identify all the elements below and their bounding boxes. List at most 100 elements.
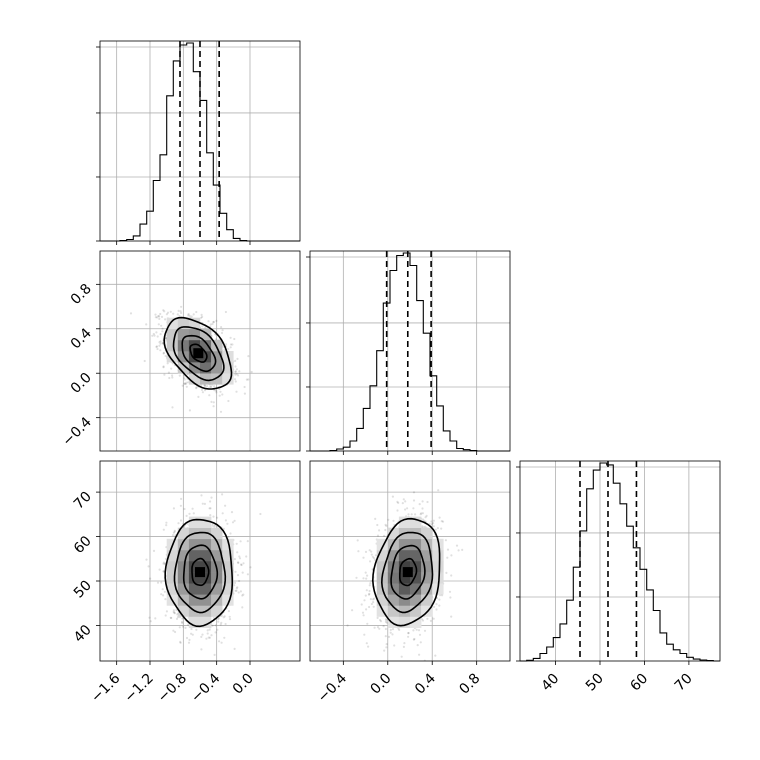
scatter-point (385, 619, 388, 622)
scatter-point (187, 641, 191, 644)
scatter-point (373, 597, 376, 600)
density-cell (410, 605, 422, 617)
scatter-point (145, 558, 148, 561)
scatter-point (179, 641, 182, 644)
histogram-step-1 (310, 252, 510, 452)
scatter-point (218, 394, 221, 397)
scatter-point (401, 502, 404, 505)
scatter-point (161, 330, 164, 333)
density-cell (398, 605, 411, 617)
scatter-point (378, 627, 381, 630)
density-cell (398, 583, 411, 595)
scatter-point (412, 491, 416, 494)
scatter-point (406, 507, 409, 510)
density-cell (410, 572, 422, 584)
scatter-point (437, 489, 440, 492)
scatter-point (201, 325, 204, 328)
scatter-point (429, 619, 432, 623)
scatter-point (224, 310, 227, 314)
density-peak (195, 567, 205, 578)
scatter-point (161, 341, 164, 344)
density-cell (188, 616, 201, 628)
scatter-point (143, 359, 146, 363)
scatter-point (153, 334, 156, 337)
scatter-point (368, 592, 371, 596)
density-cell (166, 561, 179, 573)
scatter-point (402, 498, 405, 501)
density-cell (222, 538, 234, 551)
density-cell (398, 549, 411, 562)
scatter-point (407, 635, 410, 638)
scatter-point (156, 581, 160, 584)
scatter-point (368, 584, 371, 587)
scatter-point (160, 315, 164, 318)
frame-2 (519, 460, 721, 662)
scatter-point (183, 378, 186, 381)
scatter-point (374, 558, 377, 562)
scatter-point (145, 323, 148, 326)
scatter-point (238, 579, 241, 583)
scatter-point (397, 501, 400, 504)
marginal-panel-2 (516, 460, 721, 662)
scatter-point (403, 642, 406, 645)
density-cell (200, 328, 212, 341)
density-cell (421, 572, 433, 584)
density-cell (166, 328, 179, 341)
scatter-point (164, 557, 167, 561)
scatter-point (172, 629, 175, 632)
scatter-point (188, 314, 191, 317)
density-cell (387, 616, 400, 628)
scatter-point (227, 399, 230, 403)
scatter-point (400, 655, 403, 658)
frame-1 (309, 250, 511, 452)
scatter-point (195, 310, 198, 314)
x-tick-label: 40 (538, 671, 562, 695)
y-tick-label: 0.0 (68, 370, 95, 397)
scatter-point (162, 561, 165, 564)
scatter-point (241, 606, 244, 609)
contour-1-2 (173, 531, 227, 614)
histogram-step-2 (520, 462, 720, 662)
scatter-point (234, 370, 237, 373)
scatter-point (170, 616, 173, 620)
scatter-point (407, 513, 410, 516)
scatter-point (367, 593, 371, 596)
y-tick-label: 50 (71, 578, 95, 602)
scatter-point (445, 571, 448, 575)
scatter-point (200, 648, 203, 651)
scatter-point (233, 337, 236, 341)
density-cell (376, 561, 389, 573)
scatter-point (181, 384, 184, 387)
density-cell (177, 339, 190, 352)
density-cell (222, 561, 234, 573)
density-cell (410, 516, 422, 528)
scatter-point (162, 366, 165, 369)
scatter-point (243, 392, 246, 395)
scatter-point (369, 560, 372, 563)
scatter-point (211, 322, 214, 326)
density-layer (166, 317, 444, 628)
scatter-point (183, 376, 186, 380)
scatter-point (200, 313, 203, 316)
contour-2-3 (371, 517, 441, 627)
scatter-point (162, 570, 165, 573)
scatter-point (172, 531, 175, 534)
scatter-point (191, 507, 194, 510)
scatter-point (385, 646, 388, 649)
scatter-point (367, 645, 370, 648)
contour-2-2 (380, 531, 434, 614)
x-tick-label: −0.4 (188, 670, 223, 705)
density-cell (376, 549, 389, 562)
scatter-point (234, 373, 237, 376)
scatter-point (369, 582, 372, 585)
density-cell (188, 373, 201, 385)
scatter-point (242, 593, 245, 596)
scatter-point (441, 520, 445, 523)
density-cell (188, 362, 201, 374)
scatter-point (247, 355, 250, 358)
density-cell (222, 572, 234, 584)
scatter-point (376, 523, 379, 527)
scatter-point (185, 381, 188, 384)
scatter-point (434, 654, 437, 657)
scatter-point (208, 394, 211, 397)
